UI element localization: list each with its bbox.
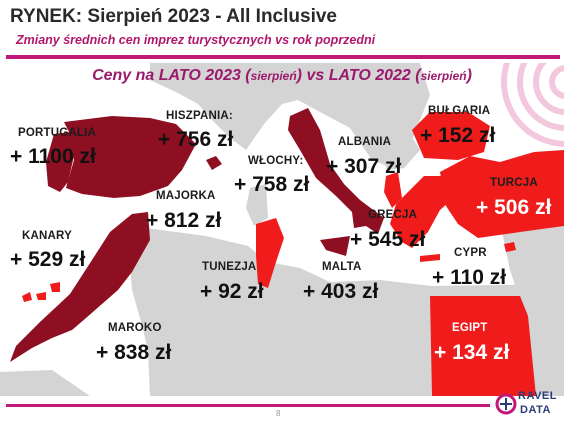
decorative-rings — [501, 63, 564, 147]
shape-tunezja — [256, 218, 284, 288]
header-divider — [6, 55, 560, 59]
shape-kreta — [420, 254, 440, 262]
country-label-egipt: EGIPT — [452, 322, 488, 334]
price-grecja: + 545 zł — [350, 228, 426, 251]
price-majorka: + 812 zł — [146, 209, 222, 232]
country-label-albania: ALBANIA — [338, 136, 392, 148]
price-wlochy: + 758 zł — [234, 173, 310, 196]
price-malta: + 403 zł — [303, 280, 379, 303]
shape-kanary-3 — [50, 282, 60, 292]
heading-part3: ) — [466, 67, 472, 84]
shape-hiszpania — [64, 116, 196, 198]
heading-part2-small: sierpień — [420, 69, 467, 83]
price-tunezja: + 92 zł — [200, 280, 264, 303]
country-label-wlochy: WŁOCHY: — [248, 155, 304, 167]
heading-part1-small: sierpień — [250, 69, 297, 83]
country-label-hiszpania: HISZPANIA: — [166, 110, 233, 122]
price-portugalia: + 1100 zł — [10, 145, 96, 168]
shape-maroko — [10, 212, 150, 362]
shape-egipt — [430, 296, 536, 396]
price-bulgaria: + 152 zł — [420, 124, 496, 147]
logo-mark-icon — [495, 393, 517, 415]
map-heading: Ceny na LATO 2023 (sierpień) vs LATO 202… — [0, 67, 564, 85]
price-albania: + 307 zł — [326, 155, 402, 178]
land-dark-red — [10, 108, 384, 362]
shape-portugalia — [46, 132, 74, 192]
country-label-portugalia: PORTUGALIA — [18, 127, 97, 139]
shape-turcja — [440, 150, 564, 238]
price-turcja: + 506 zł — [476, 196, 552, 219]
shape-cypr — [504, 242, 516, 252]
shape-wlochy — [288, 108, 384, 234]
land-bright-red — [22, 112, 564, 396]
country-label-turcja: TURCJA — [490, 177, 538, 189]
price-kanary: + 529 zł — [10, 248, 86, 271]
price-hiszpania: + 756 zł — [158, 128, 234, 151]
slide-subtitle: Zmiany średnich cen imprez turystycznych… — [16, 33, 376, 47]
price-maroko: + 838 zł — [96, 341, 172, 364]
land-middle-east — [502, 222, 564, 300]
logo-line2: DATA — [520, 404, 551, 416]
shape-kanary-2 — [36, 292, 46, 300]
country-label-majorka: MAJORKA — [156, 190, 216, 202]
price-egipt: + 134 zł — [434, 341, 510, 364]
slide-title: RYNEK: Sierpień 2023 - All Inclusive — [10, 6, 337, 27]
shape-grecja — [390, 176, 456, 248]
shape-majorka — [206, 156, 222, 170]
country-label-grecja: GRECJA — [368, 209, 418, 221]
footer-divider — [6, 404, 490, 407]
price-cypr: + 110 zł — [432, 266, 507, 289]
land-west-sahara — [0, 370, 90, 396]
country-label-tunezja: TUNEZJA — [202, 261, 257, 273]
country-label-cypr: CYPR — [454, 247, 487, 259]
country-label-maroko: MAROKO — [108, 322, 162, 334]
country-label-bulgaria: BUŁGARIA — [428, 105, 491, 117]
country-label-kanary: KANARY — [22, 230, 72, 242]
land-sardinia — [246, 184, 268, 226]
land-europe-north — [150, 63, 430, 168]
page-number: 8 — [276, 409, 281, 418]
logo-line1: RAVEL — [518, 390, 557, 402]
land-balkans — [360, 126, 420, 170]
map — [0, 63, 564, 396]
heading-part1: Ceny na LATO 2023 ( — [92, 67, 251, 84]
shape-sycylia — [320, 236, 350, 256]
shape-kanary-1 — [22, 292, 32, 302]
heading-part2: ) vs LATO 2022 ( — [296, 67, 421, 84]
country-label-malta: MALTA — [322, 261, 362, 273]
travel-data-logo: RAVEL DATA — [494, 387, 560, 421]
shape-bulgaria — [412, 112, 490, 160]
shape-albania — [384, 172, 402, 208]
